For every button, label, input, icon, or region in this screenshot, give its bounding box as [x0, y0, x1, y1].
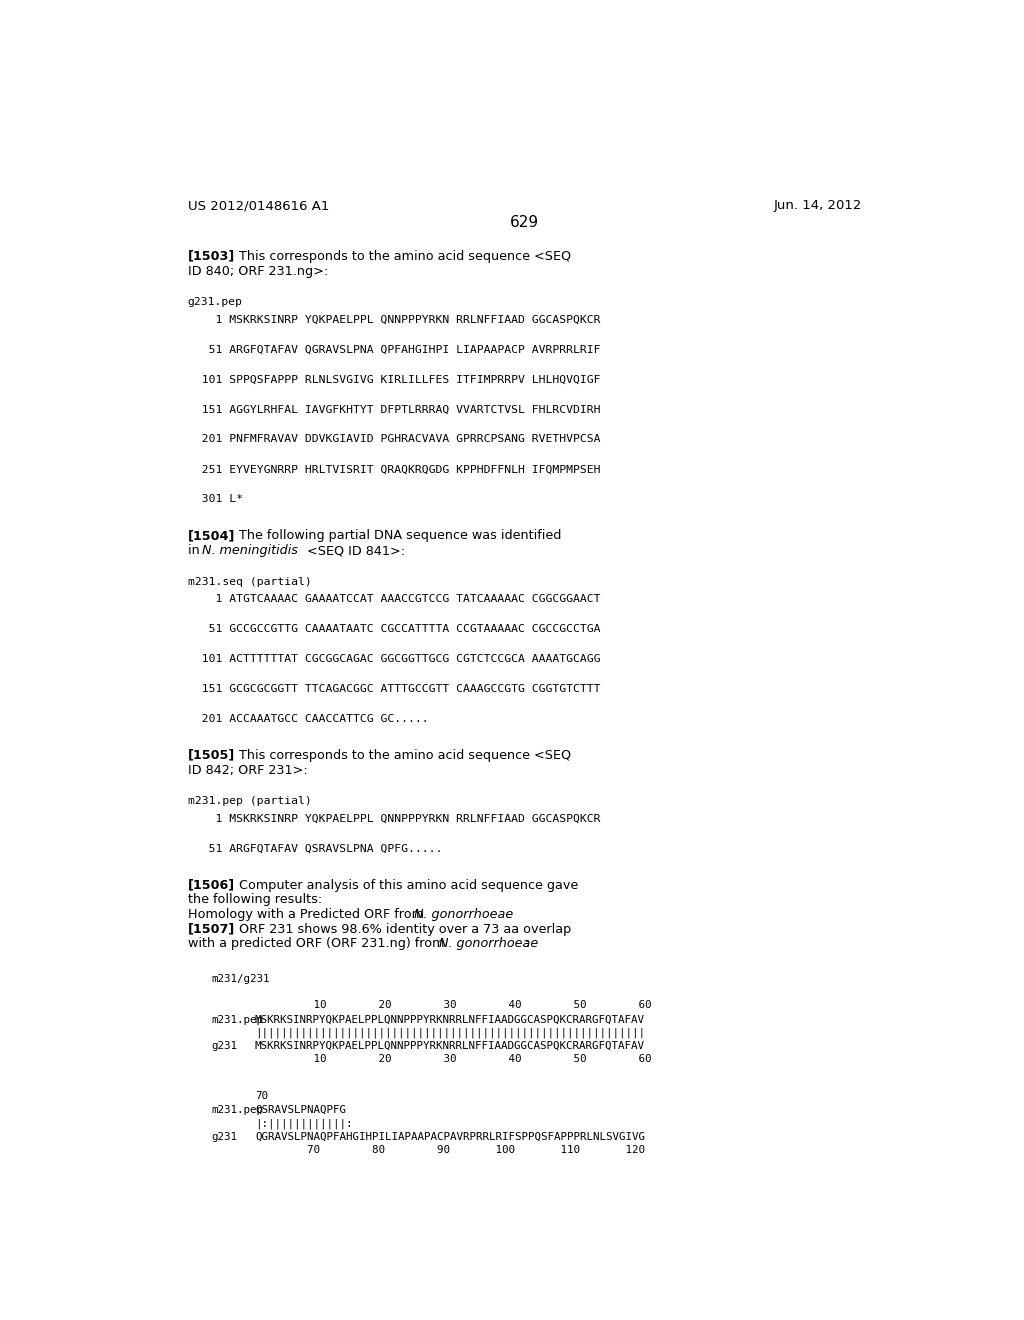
Text: m231.pep: m231.pep	[211, 1105, 263, 1115]
Text: N. meningitidis: N. meningitidis	[202, 544, 298, 557]
Text: Computer analysis of this amino acid sequence gave: Computer analysis of this amino acid seq…	[240, 879, 579, 891]
Text: ORF 231 shows 98.6% identity over a 73 aa overlap: ORF 231 shows 98.6% identity over a 73 a…	[240, 923, 571, 936]
Text: ID 842; ORF 231>:: ID 842; ORF 231>:	[187, 764, 307, 776]
Text: N. gonorrhoeae: N. gonorrhoeae	[439, 937, 539, 950]
Text: N. gonorrhoeae: N. gonorrhoeae	[414, 908, 513, 921]
Text: 10        20        30        40        50        60: 10 20 30 40 50 60	[255, 1055, 651, 1064]
Text: MSKRKSINRPYQKPAELPPLQNNPPPYRKNRRLNFFIAADGGCASPQKCRARGFQTAFAV: MSKRKSINRPYQKPAELPPLQNNPPPYRKNRRLNFFIAAD…	[255, 1041, 645, 1051]
Text: with a predicted ORF (ORF 231.ng) from: with a predicted ORF (ORF 231.ng) from	[187, 937, 449, 950]
Text: MSKRKSINRPYQKPAELPPLQNNPPPYRKNRRLNFFIAADGGCASPQKCRARGFQTAFAV: MSKRKSINRPYQKPAELPPLQNNPPPYRKNRRLNFFIAAD…	[255, 1015, 645, 1024]
Text: 1 ATGTCAAAAC GAAAATCCAT AAACCGTCCG TATCAAAAAC CGGCGGAACT: 1 ATGTCAAAAC GAAAATCCAT AAACCGTCCG TATCA…	[187, 594, 600, 605]
Text: The following partial DNA sequence was identified: The following partial DNA sequence was i…	[240, 529, 561, 543]
Text: [1503]: [1503]	[187, 249, 234, 263]
Text: 51 GCCGCCGTTG CAAAATAATC CGCCATTTTA CCGTAAAAAC CGCCGCCTGA: 51 GCCGCCGTTG CAAAATAATC CGCCATTTTA CCGT…	[187, 624, 600, 634]
Text: |:||||||||||||:: |:||||||||||||:	[255, 1118, 352, 1129]
Text: This corresponds to the amino acid sequence <SEQ: This corresponds to the amino acid seque…	[240, 249, 571, 263]
Text: Jun. 14, 2012: Jun. 14, 2012	[774, 199, 862, 213]
Text: m231.seq (partial): m231.seq (partial)	[187, 577, 311, 586]
Text: This corresponds to the amino acid sequence <SEQ: This corresponds to the amino acid seque…	[240, 748, 571, 762]
Text: US 2012/0148616 A1: US 2012/0148616 A1	[187, 199, 329, 213]
Text: 301 L*: 301 L*	[187, 494, 243, 504]
Text: m231.pep (partial): m231.pep (partial)	[187, 796, 311, 807]
Text: m231/g231: m231/g231	[211, 974, 270, 985]
Text: ID 840; ORF 231.ng>:: ID 840; ORF 231.ng>:	[187, 264, 328, 277]
Text: 151 GCGCGCGGTT TTCAGACGGC ATTTGCCGTT CAAAGCCGTG CGGTGTCTTT: 151 GCGCGCGGTT TTCAGACGGC ATTTGCCGTT CAA…	[187, 684, 600, 694]
Text: <SEQ ID 841>:: <SEQ ID 841>:	[303, 544, 404, 557]
Text: 201 ACCAAATGCC CAACCATTCG GC.....: 201 ACCAAATGCC CAACCATTCG GC.....	[187, 714, 428, 723]
Text: :: :	[524, 937, 529, 950]
Text: [1507]: [1507]	[187, 923, 234, 936]
Text: 10        20        30        40        50        60: 10 20 30 40 50 60	[255, 1001, 651, 1011]
Text: 101 ACTTTTTTAT CGCGGCAGAC GGCGGTTGCG CGTCTCCGCA AAAATGCAGG: 101 ACTTTTTTAT CGCGGCAGAC GGCGGTTGCG CGT…	[187, 653, 600, 664]
Text: g231: g231	[211, 1131, 238, 1142]
Text: [1506]: [1506]	[187, 879, 234, 891]
Text: 101 SPPQSFAPPP RLNLSVGIVG KIRLILLFES ITFIMPRRPV LHLHQVQIGF: 101 SPPQSFAPPP RLNLSVGIVG KIRLILLFES ITF…	[187, 375, 600, 384]
Text: Homology with a Predicted ORF from: Homology with a Predicted ORF from	[187, 908, 428, 921]
Text: 1 MSKRKSINRP YQKPAELPPL QNNPPPYRKN RRLNFFIAAD GGCASPQKCR: 1 MSKRKSINRP YQKPAELPPL QNNPPPYRKN RRLNF…	[187, 314, 600, 325]
Text: 51 ARGFQTAFAV QSRAVSLPNA QPFG.....: 51 ARGFQTAFAV QSRAVSLPNA QPFG.....	[187, 843, 442, 854]
Text: 251 EYVEYGNRRP HRLTVISRIT QRAQKRQGDG KPPHDFFNLH IFQMPMPSEH: 251 EYVEYGNRRP HRLTVISRIT QRAQKRQGDG KPP…	[187, 465, 600, 474]
Text: 201 PNFMFRAVAV DDVKGIAVID PGHRACVAVA GPRRCPSANG RVETHVPCSA: 201 PNFMFRAVAV DDVKGIAVID PGHRACVAVA GPR…	[187, 434, 600, 445]
Text: 51 ARGFQTAFAV QGRAVSLPNA QPFAHGIHPI LIAPAAPACP AVRPRRLRIF: 51 ARGFQTAFAV QGRAVSLPNA QPFAHGIHPI LIAP…	[187, 345, 600, 354]
Text: 70: 70	[255, 1090, 268, 1101]
Text: g231.pep: g231.pep	[187, 297, 243, 308]
Text: QSRAVSLPNAQPFG: QSRAVSLPNAQPFG	[255, 1105, 346, 1115]
Text: 1 MSKRKSINRP YQKPAELPPL QNNPPPYRKN RRLNFFIAAD GGCASPQKCR: 1 MSKRKSINRP YQKPAELPPL QNNPPPYRKN RRLNF…	[187, 813, 600, 824]
Text: m231.pep: m231.pep	[211, 1015, 263, 1024]
Text: 70        80        90       100       110       120: 70 80 90 100 110 120	[255, 1144, 645, 1155]
Text: the following results:: the following results:	[187, 894, 322, 907]
Text: QGRAVSLPNAQPFAHGIHPILIAPAAPACPAVRPRRLRIFSPPQSFAPPPRLNLSVGIVG: QGRAVSLPNAQPFAHGIHPILIAPAAPACPAVRPRRLRIF…	[255, 1131, 645, 1142]
Text: ||||||||||||||||||||||||||||||||||||||||||||||||||||||||||||: ||||||||||||||||||||||||||||||||||||||||…	[255, 1028, 645, 1039]
Text: [1505]: [1505]	[187, 748, 234, 762]
Text: 629: 629	[510, 215, 540, 230]
Text: in: in	[187, 544, 204, 557]
Text: 151 AGGYLRHFAL IAVGFKHTYT DFPTLRRRAQ VVARTCTVSL FHLRCVDIRH: 151 AGGYLRHFAL IAVGFKHTYT DFPTLRRRAQ VVA…	[187, 404, 600, 414]
Text: g231: g231	[211, 1041, 238, 1051]
Text: [1504]: [1504]	[187, 529, 234, 543]
